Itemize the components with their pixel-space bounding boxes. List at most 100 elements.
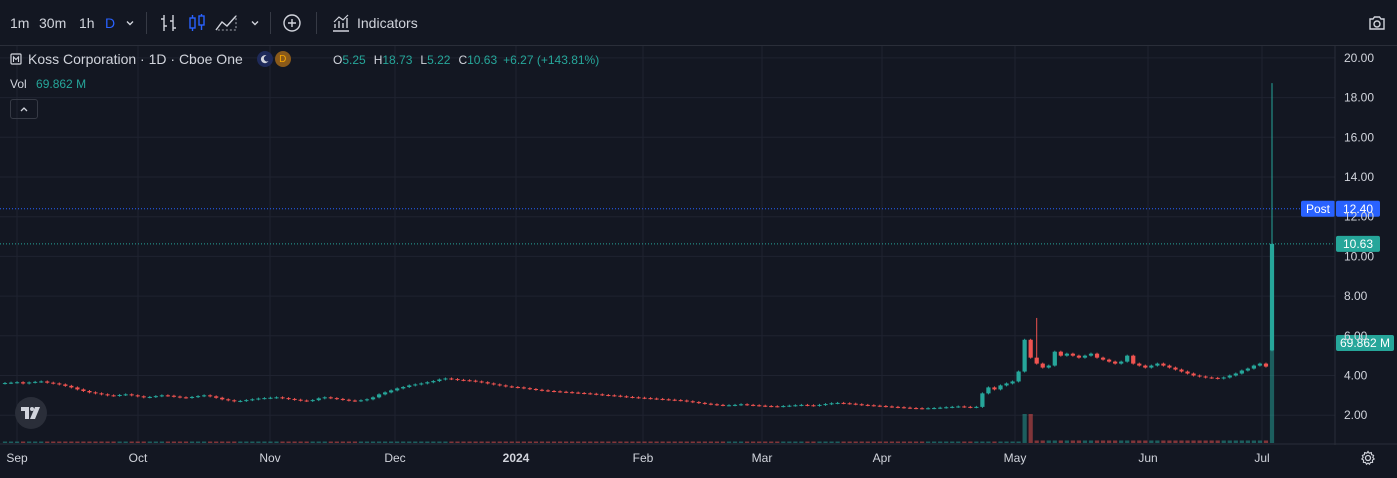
y-tick-label: 14.00 [1344,170,1374,184]
volume-bar [376,441,382,443]
candle-body [986,387,991,394]
candle-body [1046,365,1051,368]
high-value: 18.73 [382,53,413,67]
chart-settings-button[interactable] [1360,450,1376,466]
candle-body [419,383,424,385]
interval-30m[interactable]: 30m [39,15,67,31]
session-badges[interactable]: D [256,51,291,67]
candle-body [1010,381,1015,384]
volume-bar [201,441,207,443]
volume-bar [268,441,273,443]
volume-bar [232,441,237,443]
volume-bar [1106,440,1112,443]
volume-bar [244,441,249,443]
interval-dropdown[interactable] [124,0,136,46]
candle-body [1131,355,1136,364]
volume-bar [20,441,26,443]
candle-body [817,404,822,406]
candle-body [1040,363,1045,368]
volume-legend: Vol 69.862 M [10,77,86,91]
volume-bar [419,441,424,443]
candle-body [1022,339,1027,372]
price-axis: 2.00 4.00 6.00 8.00 10.00 12.00 14.00 16.00 18.0… [1334,46,1374,445]
compare-button[interactable] [282,0,302,46]
volume-bar [153,441,158,443]
candle-body [636,397,641,399]
symbol-logo-icon [10,53,22,65]
volume-bar [1010,441,1015,443]
candle-body [226,399,231,401]
volume-bar [998,441,1003,443]
candle-body [895,406,901,408]
bars-style-button[interactable] [158,0,180,46]
volume-bar [316,441,321,443]
area-style-button[interactable] [214,0,240,46]
candle-body [932,408,937,410]
volume-bar [389,441,394,443]
screenshot-button[interactable] [1367,0,1387,46]
volume-bar [1209,440,1214,443]
volume-bar [557,441,563,443]
x-tick-label: Sep [6,451,28,465]
y-tick-label: 16.00 [1344,130,1374,144]
price-lines: Post 12.40 10.63 69.862 M [0,200,1394,351]
candle-body [974,406,979,408]
volume-bar [1046,440,1051,443]
candle-body [159,395,164,397]
candle-body [968,406,973,408]
volume-bar [135,441,140,443]
volume-bar [449,441,454,443]
volume-bar [624,441,629,443]
volume-bar [714,441,720,443]
volume-bar [732,441,738,443]
candle-body [732,404,738,406]
gear-icon [1360,450,1376,466]
volume-bar [696,441,701,443]
candle-body [370,397,376,400]
candle-body [781,406,786,408]
volume-bar [901,441,907,443]
volume-bar [292,441,297,443]
candle-body [956,406,961,408]
last-tag-bg [1336,235,1380,252]
volume-bar [346,441,352,443]
chart-style-dropdown[interactable] [249,0,261,46]
candle-body [744,404,750,406]
interval-1m[interactable]: 1m [10,15,30,31]
symbol-title[interactable]: Koss Corporation · 1D · Cboe One [28,51,243,67]
volume-bar [1064,440,1069,443]
candle-body [763,405,768,407]
toolbar-divider [316,12,317,34]
candle-body [666,399,671,401]
candle-body [835,402,840,404]
volume-bar [1155,440,1160,443]
volume-bar [527,441,533,443]
volume-bar [431,441,436,443]
volume-bar [630,441,635,443]
volume-bar [1179,440,1184,443]
volume-bar [811,441,816,443]
indicators-button[interactable]: Indicators [331,0,418,46]
candle-body [45,381,50,383]
candle-body [280,397,285,399]
candle-body [570,392,575,394]
volume-bar [757,441,762,443]
y-tick-label: 8.00 [1344,289,1368,303]
interval-d[interactable]: D [105,15,116,31]
collapse-legend-button[interactable] [10,99,38,119]
volume-bar [401,441,406,443]
candle-body [962,406,967,408]
candle-body [606,394,611,396]
candle-body [847,403,852,405]
interval-1h[interactable]: 1h [79,15,95,31]
candle-body [811,405,816,407]
volume-bar [1125,440,1130,443]
candle-body [232,400,237,402]
volume-bar [726,441,732,443]
candle-body [660,398,665,400]
candle-body [509,386,514,388]
candles-style-button[interactable] [186,0,208,46]
tradingview-logo[interactable] [15,397,47,429]
chart-grid [0,46,1335,443]
